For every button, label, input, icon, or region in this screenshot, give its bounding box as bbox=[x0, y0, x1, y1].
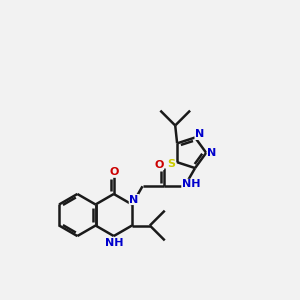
Text: NH: NH bbox=[182, 179, 200, 189]
Text: O: O bbox=[109, 167, 119, 177]
Text: N: N bbox=[207, 148, 217, 158]
Text: NH: NH bbox=[104, 238, 123, 248]
Text: S: S bbox=[167, 159, 175, 169]
Text: N: N bbox=[129, 194, 139, 205]
Text: N: N bbox=[195, 130, 204, 140]
Text: O: O bbox=[154, 160, 164, 170]
